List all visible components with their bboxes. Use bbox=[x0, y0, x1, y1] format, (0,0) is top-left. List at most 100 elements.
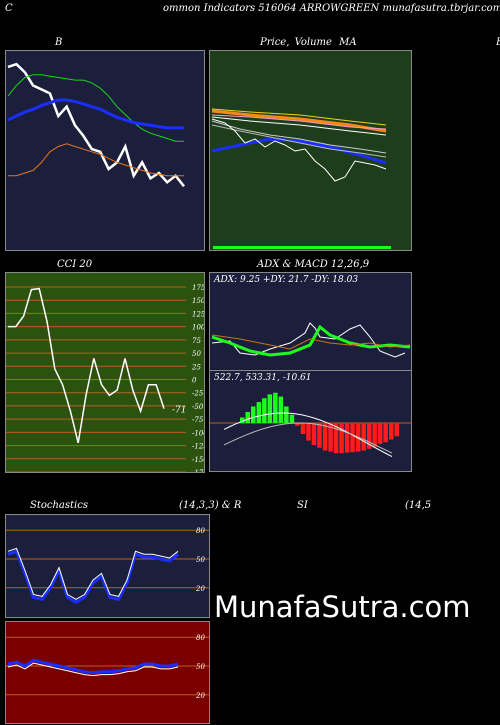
bollinger-panel bbox=[5, 50, 205, 251]
rsi-panel: 80 50 20 bbox=[5, 621, 210, 724]
rsi-tick-label: 20 bbox=[195, 692, 205, 700]
macd-bar bbox=[333, 423, 339, 454]
rsi-tick-label: 50 bbox=[196, 663, 205, 671]
stoch-tick-label: 20 bbox=[195, 585, 205, 593]
stoch-chart: 80 50 20 bbox=[6, 527, 209, 604]
ma-word: MA bbox=[339, 37, 357, 48]
cci-tick-label: 100 bbox=[192, 324, 204, 332]
adx-values: ADX: 9.25 +DY: 21.7 -DY: 18.03 bbox=[214, 275, 359, 285]
macd-bar bbox=[322, 423, 328, 451]
header-title: ommon Indicators 516064 ARROWGREEN munaf… bbox=[163, 3, 500, 14]
macd-bar bbox=[344, 423, 350, 453]
upper-band-line bbox=[7, 74, 184, 142]
cci-tick-label: -100 bbox=[192, 429, 204, 437]
macd-bar bbox=[317, 423, 322, 448]
cci-chart: 175 150 125 100 75 50 25 0 -25 -50 -75 -100 -125 -150… bbox=[6, 284, 204, 472]
ma-white bbox=[211, 116, 387, 136]
dy-plus-line bbox=[211, 324, 411, 357]
ma-pink bbox=[211, 114, 387, 130]
stoch-panel: 80 50 20 bbox=[5, 514, 210, 618]
middle-band-line bbox=[7, 98, 184, 130]
watermark: MunafaSutra.com bbox=[214, 590, 471, 624]
cci-tick-label: 0 bbox=[192, 377, 197, 385]
macd-bar bbox=[273, 392, 278, 423]
header-left-letter: C bbox=[5, 3, 13, 14]
adx-chart bbox=[211, 322, 411, 358]
cci-tick-label: 125 bbox=[192, 310, 204, 318]
cci-line bbox=[8, 287, 165, 444]
ma-gray-2 bbox=[211, 124, 387, 158]
macd-bar bbox=[278, 396, 284, 423]
macd-bar bbox=[339, 423, 344, 454]
price-panel bbox=[209, 50, 412, 251]
cci-value-label: -71 bbox=[172, 406, 187, 416]
adx-macd-label: ADX & MACD 12,26,9 bbox=[257, 259, 370, 270]
macd-values: 522.7, 533.31, -10.61 bbox=[214, 373, 312, 383]
rsi-params-label: (14,5 bbox=[405, 500, 432, 511]
bb-right-label: B bbox=[496, 37, 500, 48]
rsi-tick-label: 80 bbox=[196, 634, 205, 642]
adx-white-line bbox=[211, 322, 406, 358]
signal-line bbox=[223, 422, 393, 454]
price-line bbox=[211, 118, 387, 182]
rsi-label: SI bbox=[297, 500, 308, 511]
macd-bar bbox=[366, 423, 372, 449]
stoch-k-line bbox=[7, 549, 179, 604]
macd-bar bbox=[311, 423, 317, 445]
price-chart bbox=[211, 108, 391, 249]
macd-bar bbox=[350, 423, 355, 453]
macd-bar bbox=[300, 423, 306, 434]
macd-bar bbox=[267, 394, 273, 423]
ma-gray-1 bbox=[211, 120, 387, 154]
macd-bar bbox=[394, 423, 399, 437]
macd-bar bbox=[251, 406, 256, 423]
macd-chart bbox=[210, 392, 411, 458]
rsi-chart: 80 50 20 bbox=[6, 634, 209, 700]
ma-blue bbox=[211, 137, 387, 165]
cci-tick-label: -175 bbox=[192, 469, 204, 472]
macd-line bbox=[223, 412, 393, 458]
macd-bar bbox=[328, 423, 333, 452]
cci-tick-label: -150 bbox=[192, 456, 204, 464]
volume-word: Volume bbox=[294, 37, 332, 48]
cci-tick-label: 75 bbox=[192, 337, 201, 345]
ma-yellow bbox=[211, 108, 387, 126]
cci-tick-label: 50 bbox=[192, 350, 201, 358]
rsi-line bbox=[7, 658, 179, 675]
bb-label: B bbox=[55, 37, 63, 48]
price-label: Price, Volume MA bbox=[260, 37, 357, 48]
macd-bar bbox=[389, 423, 394, 440]
macd-bar bbox=[245, 412, 250, 423]
stoch-d-line bbox=[7, 547, 179, 600]
ma-orange bbox=[211, 109, 387, 133]
cci-tick-label: -75 bbox=[192, 416, 204, 424]
stoch-tick-label: 50 bbox=[196, 556, 205, 564]
rsi-signal-line bbox=[7, 662, 179, 677]
macd-bar bbox=[262, 398, 267, 423]
cci-tick-label: 25 bbox=[191, 363, 201, 371]
macd-bar bbox=[377, 423, 383, 444]
cci-tick-label: -125 bbox=[192, 443, 204, 451]
macd-bar bbox=[295, 423, 300, 426]
bollinger-chart bbox=[7, 62, 185, 188]
lower-band-line bbox=[8, 143, 184, 177]
cci-label: CCI 20 bbox=[57, 259, 93, 270]
cci-tick-label: 150 bbox=[192, 297, 204, 305]
volume-bar bbox=[213, 246, 391, 249]
stoch-tick-label: 80 bbox=[196, 527, 205, 535]
macd-bar bbox=[289, 414, 295, 423]
macd-bar bbox=[383, 423, 388, 443]
price-word: Price, bbox=[260, 37, 290, 48]
adx-panel: ADX: 9.25 +DY: 21.7 -DY: 18.03 bbox=[209, 272, 412, 372]
volume-bars bbox=[213, 246, 391, 249]
macd-bar bbox=[306, 423, 311, 441]
stoch-params-label: (14,3,3) & R bbox=[179, 500, 242, 511]
stoch-label: Stochastics bbox=[30, 500, 88, 511]
macd-bar bbox=[256, 402, 262, 423]
macd-panel: 522.7, 533.31, -10.61 bbox=[209, 370, 412, 472]
cci-panel: 175 150 125 100 75 50 25 0 -25 -50 -75 -100 -125 -150… bbox=[5, 272, 205, 473]
macd-bar bbox=[240, 417, 245, 423]
macd-bar bbox=[361, 423, 366, 451]
dy-minus-line bbox=[211, 334, 411, 350]
cci-tick-label: -50 bbox=[192, 403, 204, 411]
